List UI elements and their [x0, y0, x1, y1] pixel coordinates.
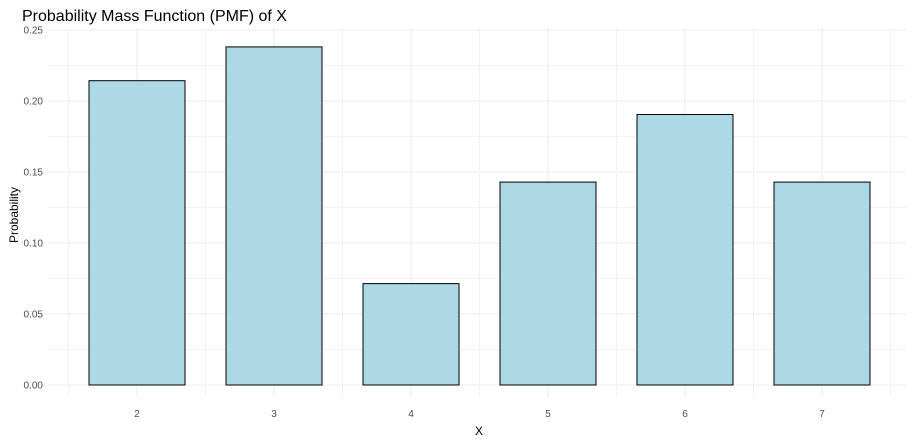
y-tick-label: 0.15 — [24, 168, 44, 179]
x-tick-label: 2 — [134, 409, 140, 420]
y-tick-label: 0.05 — [24, 310, 44, 321]
y-axis-title: Probability — [7, 187, 21, 243]
x-tick-label: 7 — [819, 409, 825, 420]
x-axis-title: X — [475, 424, 483, 438]
bar-x-7 — [773, 181, 871, 386]
bar-x-3 — [225, 46, 323, 386]
bar-x-6 — [636, 113, 734, 386]
bar-x-2 — [88, 80, 186, 386]
bars-layer — [88, 46, 871, 386]
x-tick-label: 6 — [682, 409, 688, 420]
y-tick-label: 0.10 — [24, 239, 44, 250]
x-tick-label: 4 — [408, 409, 414, 420]
x-axis-ticks: 2 3 4 5 6 7 — [134, 409, 825, 420]
chart-title: Probability Mass Function (PMF) of X — [22, 8, 287, 25]
y-tick-label: 0.20 — [24, 97, 44, 108]
y-tick-label: 0.25 — [24, 26, 44, 37]
bar-x-5 — [499, 181, 597, 386]
x-tick-label: 5 — [545, 409, 551, 420]
x-tick-label: 3 — [271, 409, 277, 420]
y-axis-ticks: 0.00 0.05 0.10 0.15 0.20 0.25 — [24, 26, 44, 392]
bar-x-4 — [362, 283, 460, 386]
y-tick-label: 0.00 — [24, 381, 44, 392]
